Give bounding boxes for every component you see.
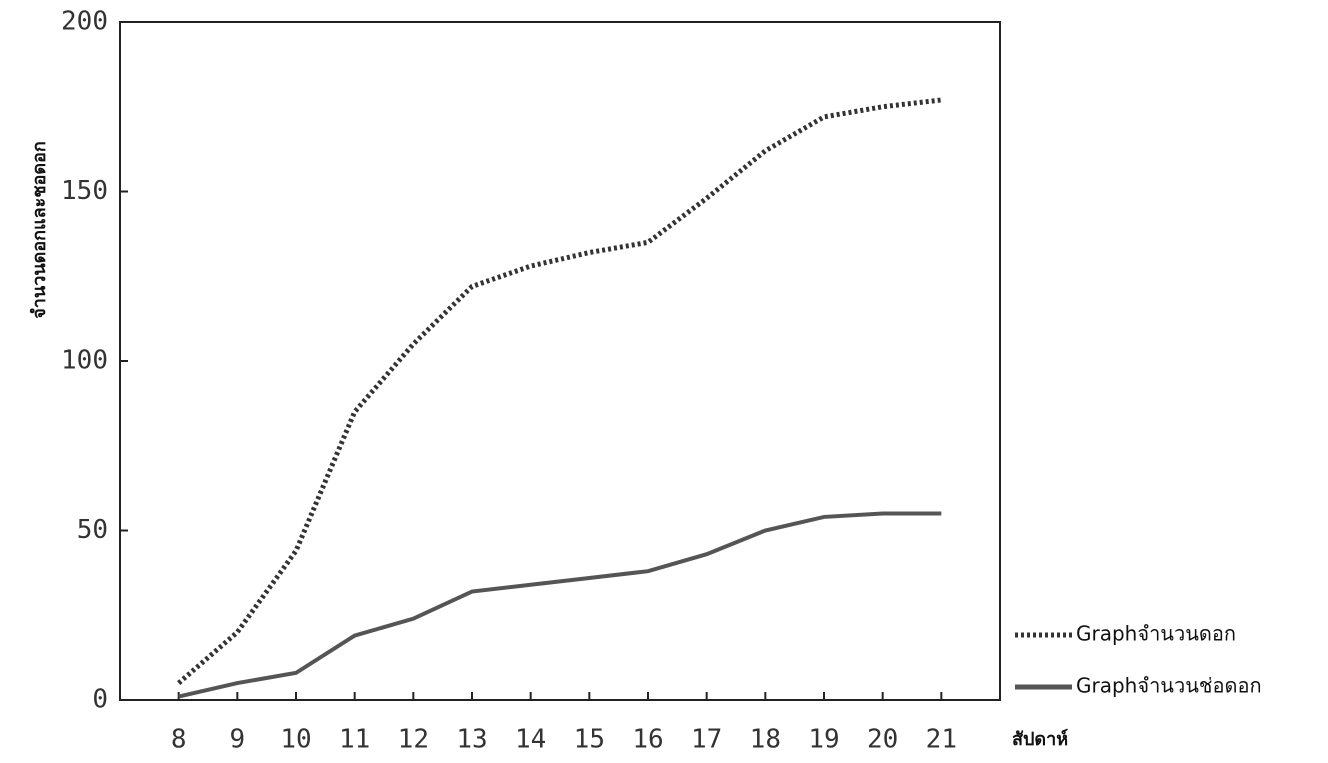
x-tick-label: 13 [456, 725, 487, 755]
y-tick-label: 50 [77, 515, 108, 545]
legend-label: Graphจำนวนช่อดอก [1076, 674, 1262, 698]
plot-frame [120, 22, 1000, 700]
legend-label: Graphจำนวนดอก [1076, 622, 1236, 646]
x-tick-label: 18 [750, 725, 781, 755]
y-tick-label: 100 [61, 346, 108, 376]
x-tick-label: 16 [632, 725, 663, 755]
x-axis-label: สัปดาห์ [1012, 728, 1068, 750]
x-tick-label: 11 [339, 725, 370, 755]
chart: จำนวนดอกและชอดอก สัปดาห์ 0 50 100 150 200 8 9 1… [0, 0, 1328, 763]
series-line [179, 100, 942, 683]
x-tick-label: 17 [691, 725, 722, 755]
y-axis-label: จำนวนดอกและชอดอก [29, 141, 50, 319]
x-tick-label: 20 [867, 725, 898, 755]
x-tick-label: 8 [171, 725, 187, 755]
x-tick-label: 15 [574, 725, 605, 755]
y-tick-label: 200 [61, 7, 108, 37]
x-tick-label: 14 [515, 725, 546, 755]
series-line [179, 514, 942, 697]
y-tick-label: 150 [61, 176, 108, 206]
x-tick-label: 12 [398, 725, 429, 755]
x-tick-label: 10 [280, 725, 311, 755]
x-tick-label: 21 [926, 725, 957, 755]
y-tick-label: 0 [92, 685, 108, 715]
x-tick-label: 9 [230, 725, 246, 755]
x-tick-label: 19 [808, 725, 839, 755]
